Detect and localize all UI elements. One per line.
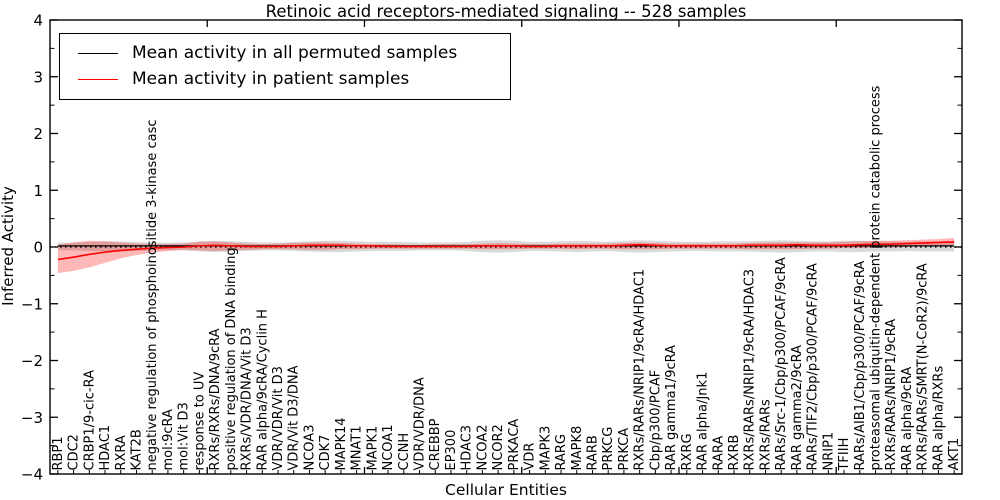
x-tick-label: NCOA3 <box>302 425 317 471</box>
x-tick-label: response to UV <box>192 372 207 471</box>
legend-line-swatch-permuted <box>78 52 118 54</box>
x-tick-label: RARs/TIF2/Cbp/p300/PCAF/9cRA <box>806 263 821 470</box>
legend-label-permuted: Mean activity in all permuted samples <box>132 43 458 63</box>
x-tick-label: EP300 <box>444 430 459 471</box>
x-tick-label: RARG <box>554 434 569 471</box>
x-tick-label: HDAC1 <box>98 425 113 471</box>
x-tick-label: mol:9cRA <box>161 409 176 471</box>
x-tick-label: MAPK3 <box>538 426 553 471</box>
y-tick-label: −2 <box>21 352 43 370</box>
x-tick-label: RAR alpha/RXRs <box>931 366 946 471</box>
x-tick-label: VDR <box>523 443 538 471</box>
x-tick-label: RXRs/VDR/DNA/Vit D3 <box>240 327 255 470</box>
x-tick-label: CRBP1/9-cic-RA <box>82 370 97 471</box>
legend-item-patient: Mean activity in patient samples <box>70 66 500 92</box>
x-tick-label: AKT1 <box>947 438 962 471</box>
x-tick-label: RAR gamma1/9cRA <box>664 345 679 471</box>
x-tick-label: RARs/AIB1/Cbp/p300/PCAF/9cRA <box>853 261 868 471</box>
legend-label-patient: Mean activity in patient samples <box>132 69 410 89</box>
x-tick-label: RXRG <box>680 433 695 470</box>
x-tick-label: NCOR2 <box>491 424 506 470</box>
x-tick-label: CDK7 <box>318 435 333 471</box>
x-tick-label: CREBBP <box>428 418 443 470</box>
y-tick-label: 1 <box>33 182 43 200</box>
x-tick-label: TFIIH <box>837 438 852 472</box>
x-tick-label: RAR gamma2/9cRA <box>790 345 805 471</box>
y-tick-label: −4 <box>21 466 43 484</box>
legend-item-permuted: Mean activity in all permuted samples <box>70 40 500 66</box>
y-tick-label: 2 <box>33 125 43 143</box>
x-tick-label: PRKCG <box>601 427 616 471</box>
legend-line-swatch-patient <box>78 78 118 80</box>
x-tick-label: RAR alpha/Jnk1 <box>696 372 711 471</box>
x-tick-label: KAT2B <box>129 429 144 470</box>
x-tick-label: RBP1 <box>51 436 66 470</box>
x-tick-label: MAPK8 <box>570 426 585 471</box>
y-tick-label: 0 <box>33 239 43 257</box>
x-tick-label: proteasomal ubiquitin-dependent protein … <box>869 85 884 470</box>
x-tick-label: CDC2 <box>67 434 82 470</box>
x-tick-label: negative regulation of phosphoinositide … <box>145 119 160 470</box>
x-tick-label: RAR alpha/9cRA <box>900 367 915 471</box>
x-tick-label: RARs/Src-1/Cbp/p300/PCAF/9cRA <box>774 257 789 470</box>
x-tick-label: RXRs/RARs <box>758 399 773 471</box>
y-axis-label: Inferred Activity <box>0 186 17 306</box>
x-tick-label: VDR/VDR/DNA <box>413 377 428 470</box>
y-tick-label: −1 <box>21 295 43 313</box>
y-tick-label: −3 <box>21 409 43 427</box>
x-tick-label: NCOA1 <box>381 425 396 471</box>
x-tick-label: PRKACA <box>507 419 522 471</box>
y-tick-label: 4 <box>33 12 43 30</box>
x-tick-label: Cbp/p300/PCAF <box>648 370 663 471</box>
x-tick-label: CCNH <box>397 433 412 471</box>
x-tick-label: RXRs/RARs/NRIP1/9cRA <box>884 319 899 471</box>
x-tick-label: RXRs/RARs/NRIP1/9cRA/HDAC3 <box>743 269 758 471</box>
y-tick-label: 3 <box>33 68 43 86</box>
x-tick-label: RARB <box>585 435 600 470</box>
x-axis-label: Cellular Entities <box>445 481 567 499</box>
x-tick-label: RXRs/RXRs/DNA/9cRA <box>208 328 223 470</box>
x-tick-label: VDR/VDR/Vit D3 <box>271 366 286 470</box>
x-tick-label: MAPK1 <box>365 426 380 471</box>
x-tick-label: RARA <box>711 436 726 471</box>
chart-title: Retinoic acid receptors-mediated signali… <box>265 2 747 21</box>
x-tick-label: MNAT1 <box>350 425 365 470</box>
x-tick-label: HDAC3 <box>460 425 475 471</box>
patient-mean-line <box>57 241 955 261</box>
x-tick-label: positive regulation of DNA binding <box>224 247 239 470</box>
x-tick-label: RXRB <box>727 435 742 471</box>
x-tick-label: mol:Vit D3 <box>177 402 192 470</box>
x-tick-label: RXRs/RARs/NRIP1/9cRA/HDAC1 <box>633 269 648 471</box>
x-tick-label: PRKCA <box>617 428 632 471</box>
x-tick-label: RXRA <box>114 435 129 470</box>
x-tick-label: MAPK14 <box>334 417 349 470</box>
x-tick-label: RAR alpha/9cRA/Cyclin H <box>255 309 270 470</box>
x-tick-label: NRIP1 <box>821 432 836 471</box>
x-tick-label: NCOA2 <box>475 425 490 471</box>
legend: Mean activity in all permuted samples Me… <box>59 33 511 100</box>
x-tick-label: RXRs/RARs/SMRT(N-CoR2)/9cRA <box>916 263 931 470</box>
x-tick-label: VDR/Vit D3/DNA <box>287 365 302 470</box>
